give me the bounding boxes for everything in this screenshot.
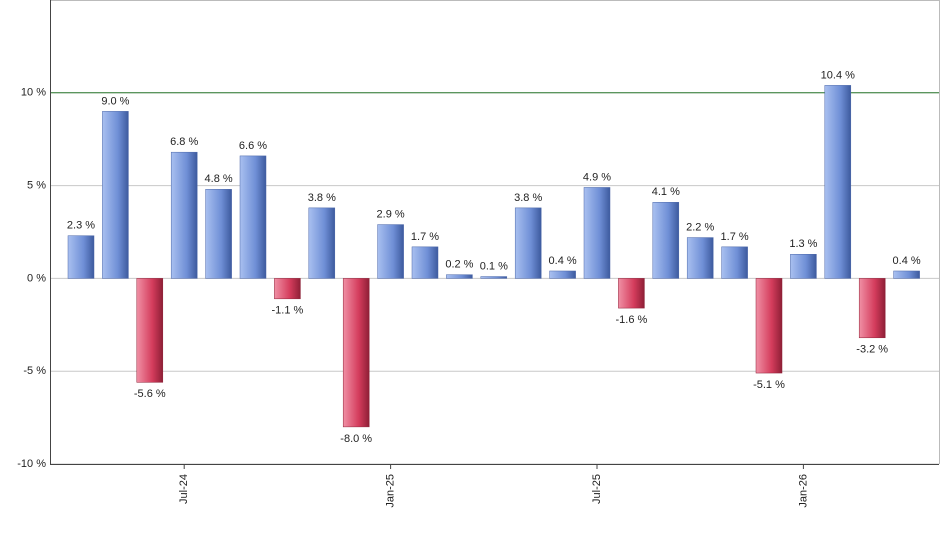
value-label: -8.0 % bbox=[340, 433, 372, 445]
bar bbox=[858, 278, 886, 339]
bar bbox=[411, 246, 439, 279]
bar bbox=[480, 276, 508, 279]
y-tick-label: -10 % bbox=[17, 458, 46, 470]
bar bbox=[205, 189, 232, 279]
bar bbox=[755, 278, 783, 374]
value-label: 6.8 % bbox=[170, 136, 198, 148]
bar bbox=[377, 224, 404, 279]
bar bbox=[549, 270, 576, 279]
value-label: 0.1 % bbox=[480, 260, 508, 272]
y-tick-label: 5 % bbox=[27, 180, 46, 192]
value-label: 10.4 % bbox=[821, 69, 855, 81]
bar bbox=[583, 187, 611, 279]
bar bbox=[893, 270, 920, 279]
value-label: 1.3 % bbox=[789, 238, 817, 250]
bar bbox=[721, 246, 748, 279]
x-tick-label: Jul-24 bbox=[178, 474, 190, 504]
x-tick-label: Jul-25 bbox=[591, 474, 603, 504]
bar bbox=[136, 278, 164, 383]
bar bbox=[67, 235, 95, 279]
bar bbox=[790, 254, 817, 279]
value-label: -5.6 % bbox=[134, 388, 166, 400]
bar bbox=[308, 207, 336, 279]
value-label: -1.1 % bbox=[272, 305, 304, 317]
value-label: 3.8 % bbox=[514, 192, 542, 204]
bar bbox=[824, 85, 852, 279]
value-label: 4.8 % bbox=[205, 173, 233, 185]
value-label: 2.2 % bbox=[686, 221, 714, 233]
bar bbox=[446, 274, 473, 279]
value-label: -5.1 % bbox=[753, 379, 785, 391]
bar bbox=[274, 278, 301, 300]
x-tick-label: Jan-26 bbox=[797, 474, 809, 508]
value-label: 0.4 % bbox=[893, 255, 921, 267]
value-label: 2.9 % bbox=[377, 208, 405, 220]
y-tick-label: 10 % bbox=[21, 87, 46, 99]
value-label: 9.0 % bbox=[101, 95, 129, 107]
value-label: -1.6 % bbox=[616, 314, 648, 326]
bar bbox=[342, 278, 370, 428]
x-tick-label: Jan-25 bbox=[385, 474, 397, 508]
bar bbox=[170, 151, 198, 279]
bar bbox=[652, 202, 680, 279]
bar bbox=[239, 155, 267, 279]
value-label: 4.1 % bbox=[652, 186, 680, 198]
value-label: -3.2 % bbox=[856, 344, 888, 356]
y-tick-label: 0 % bbox=[27, 272, 46, 284]
value-label: 3.8 % bbox=[308, 192, 336, 204]
value-label: 2.3 % bbox=[67, 220, 95, 232]
bar bbox=[102, 111, 129, 279]
bar bbox=[686, 237, 714, 279]
value-label: 1.7 % bbox=[411, 231, 439, 243]
value-label: 1.7 % bbox=[721, 231, 749, 243]
y-tick-label: -5 % bbox=[23, 365, 46, 377]
value-label: 6.6 % bbox=[239, 140, 267, 152]
value-label: 0.2 % bbox=[445, 259, 473, 271]
bar bbox=[618, 278, 645, 309]
value-label: 4.9 % bbox=[583, 171, 611, 183]
bar bbox=[514, 207, 542, 279]
value-label: 0.4 % bbox=[549, 255, 577, 267]
